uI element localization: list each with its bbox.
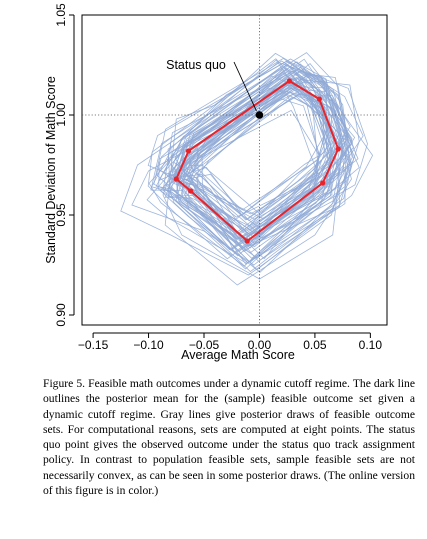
posterior-draw-outline: [174, 59, 330, 222]
posterior-draw-outline: [201, 92, 344, 239]
x-tick-label: −0.05: [189, 338, 220, 352]
y-tick-label: 0.90: [54, 303, 68, 327]
x-tick-label: 0.10: [359, 338, 383, 352]
figure-caption: Figure 5. Feasible math outcomes under a…: [43, 377, 415, 498]
posterior-draw-outline: [183, 94, 319, 242]
posterior-draw-outline: [147, 58, 351, 260]
y-tick-label: 0.95: [54, 203, 68, 227]
posterior-mean-outline: [173, 78, 341, 244]
posterior-draw-outline: [131, 70, 355, 266]
status-quo-point: [255, 111, 264, 119]
posterior-mean-point: [316, 96, 322, 102]
y-tick-label: 1.00: [54, 103, 68, 127]
posterior-mean-point: [185, 148, 192, 154]
posterior-draw-outline: [164, 60, 352, 286]
posterior-mean-point: [335, 146, 341, 152]
posterior-draw-outline: [173, 109, 320, 240]
y-axis-label: Standard Deviation of Math Score: [44, 76, 58, 264]
posterior-mean-point: [173, 176, 179, 182]
axes: −0.15 −0.10 −0.05 0.00 0.05 0.10 0.90 0.95 1.00 1…: [54, 3, 382, 352]
posterior-mean-point: [188, 188, 194, 194]
posterior-draw-outline: [146, 61, 353, 264]
posterior-draw-outline: [120, 64, 347, 276]
posterior-draw-outline: [186, 78, 351, 260]
posterior-mean-point: [244, 238, 250, 244]
posterior-draw-outline: [177, 73, 364, 242]
posterior-mean-point: [286, 78, 292, 84]
x-tick-label: −0.15: [78, 338, 109, 352]
posterior-draw-outline: [166, 67, 329, 247]
posterior-mean-point: [320, 180, 326, 186]
x-tick-label: 0.00: [248, 338, 272, 352]
status-quo-label: Status quo: [166, 58, 226, 72]
x-tick-label: 0.05: [303, 338, 327, 352]
reference-lines: [82, 15, 387, 325]
plot-frame: [81, 14, 388, 326]
y-tick-label: 1.05: [54, 3, 68, 27]
posterior-draws: [120, 52, 374, 286]
status-quo-leader-line: [233, 61, 257, 112]
posterior-draw-outline: [162, 69, 353, 257]
x-tick-label: −0.10: [133, 338, 164, 352]
status-quo-annotation: Status quo: [166, 58, 264, 119]
x-axis-label: Average Math Score: [181, 348, 295, 362]
